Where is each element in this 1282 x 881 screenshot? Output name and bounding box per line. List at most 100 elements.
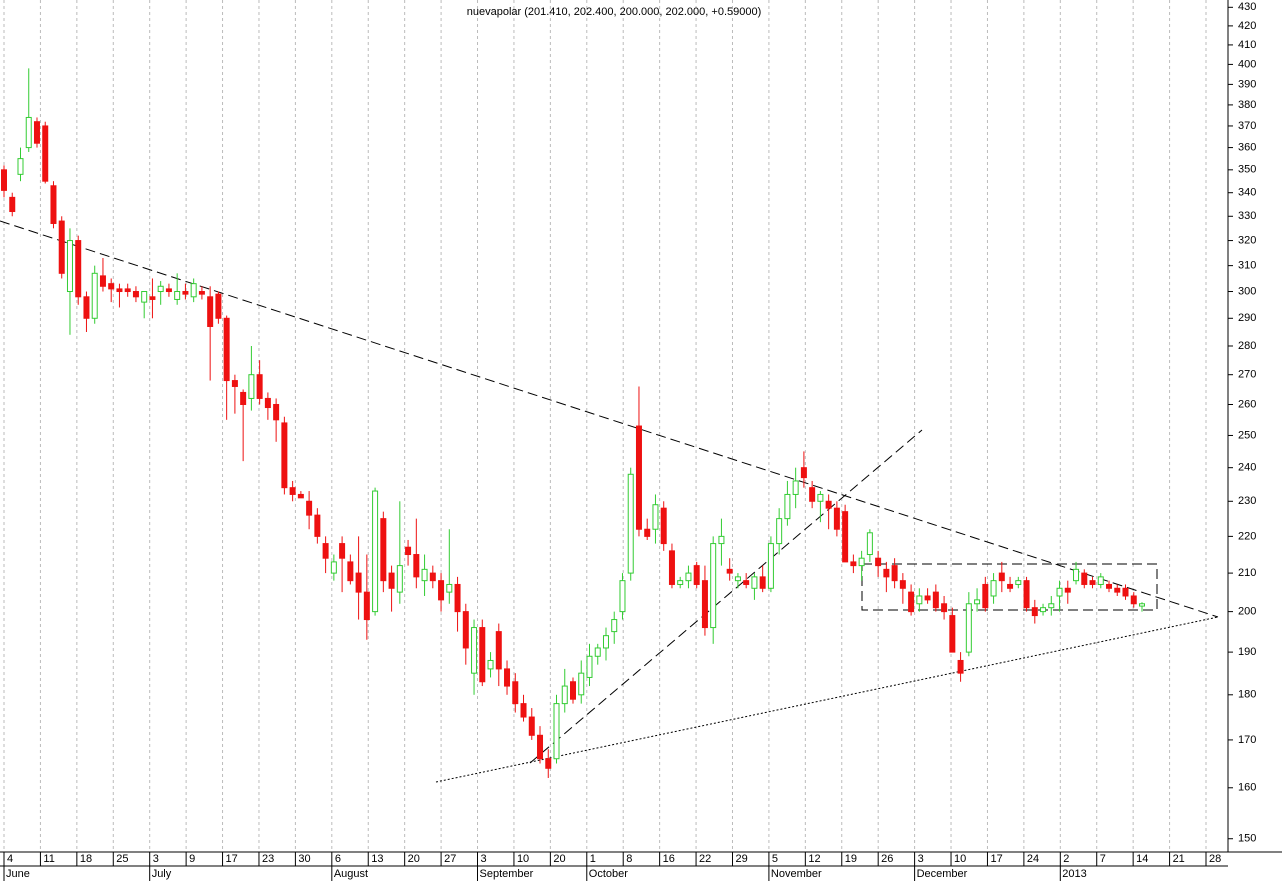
candle-body <box>668 550 675 585</box>
candle-body <box>281 422 288 489</box>
candle-body <box>998 572 1005 582</box>
candle-body <box>982 583 989 609</box>
x-tick-label: 7 <box>1100 853 1106 865</box>
candle-body <box>421 568 428 582</box>
candle-body <box>1040 607 1047 613</box>
y-tick-label: 380 <box>1238 99 1256 111</box>
candle-body <box>487 659 494 670</box>
x-tick-label: 27 <box>444 853 456 865</box>
candle-body <box>99 275 106 287</box>
x-tick-label: 19 <box>845 853 857 865</box>
chart-title: nuevapolar (201.410, 202.400, 200.000, 2… <box>467 6 762 18</box>
candle-body <box>25 116 32 149</box>
candle-body <box>297 493 304 499</box>
trend-line <box>0 220 1219 618</box>
month-label: June <box>6 868 30 880</box>
x-tick-label: 10 <box>517 853 529 865</box>
y-tick-label: 350 <box>1238 164 1256 176</box>
candle-body <box>1056 587 1063 597</box>
x-tick-label: 20 <box>553 853 565 865</box>
candle-body <box>652 504 659 530</box>
x-tick-label: 6 <box>335 853 341 865</box>
candle-body <box>108 283 115 290</box>
x-tick-label: 26 <box>881 853 893 865</box>
candle-body <box>1023 580 1030 609</box>
candle-body <box>957 659 964 674</box>
candle-body <box>891 565 898 582</box>
x-tick-label: 13 <box>371 853 383 865</box>
candle-body <box>256 374 263 399</box>
x-tick-label: 14 <box>1136 853 1148 865</box>
candle-body <box>949 615 956 653</box>
candle-body <box>314 514 321 537</box>
y-tick-label: 160 <box>1238 782 1256 794</box>
candle-body <box>306 500 313 516</box>
candle-body <box>50 185 57 224</box>
candle-body <box>149 296 156 300</box>
candle-body <box>454 583 461 613</box>
month-label: December <box>917 868 968 880</box>
candle-body <box>875 557 882 567</box>
y-tick-label: 250 <box>1238 429 1256 441</box>
candle-body <box>710 543 717 629</box>
x-tick-label: 8 <box>626 853 632 865</box>
y-tick-label: 150 <box>1238 833 1256 845</box>
y-tick-label: 390 <box>1238 78 1256 90</box>
candle-body <box>1139 603 1145 607</box>
trend-line <box>529 429 923 764</box>
candle-body <box>372 490 379 613</box>
candle-body <box>141 291 148 303</box>
candle-body <box>83 296 90 319</box>
candle-body <box>1015 580 1022 585</box>
candle-body <box>990 580 997 597</box>
candle-body <box>165 288 172 293</box>
x-tick-label: 11 <box>43 853 54 865</box>
y-tick-label: 180 <box>1238 689 1256 701</box>
candle-body <box>1064 587 1071 593</box>
candle-body <box>231 380 238 387</box>
candle-body <box>504 668 511 687</box>
candle-body <box>586 655 593 678</box>
candle-body <box>644 528 651 537</box>
candle-body <box>734 576 741 582</box>
candle-body <box>965 603 972 653</box>
month-label: 2013 <box>1062 868 1086 880</box>
x-tick-label: 3 <box>918 853 924 865</box>
x-tick-label: 17 <box>226 853 238 865</box>
y-tick-label: 290 <box>1238 312 1256 324</box>
y-tick-label: 240 <box>1238 462 1256 474</box>
candle-body <box>363 591 370 621</box>
grid <box>3 0 1207 852</box>
candle-body <box>635 425 642 530</box>
candle-body <box>347 561 354 582</box>
y-tick-label: 260 <box>1238 398 1256 410</box>
candle-body <box>446 583 453 593</box>
candle-body <box>264 397 271 409</box>
x-tick-label: 20 <box>408 853 420 865</box>
candle-body <box>842 511 849 563</box>
candle-body <box>273 403 280 421</box>
candle-body <box>215 293 222 319</box>
candle-body <box>33 121 40 144</box>
candle-body <box>91 272 98 319</box>
candle-body <box>512 681 519 705</box>
trend-line <box>435 616 1219 783</box>
candle-body <box>537 734 544 760</box>
x-tick-label: 24 <box>1027 853 1039 865</box>
candle-body <box>726 568 733 574</box>
candle-body <box>1048 603 1055 609</box>
candle-body <box>932 591 939 609</box>
candle-body <box>759 576 766 589</box>
candle-body <box>339 543 346 559</box>
candle-body <box>627 473 634 574</box>
candle-body <box>1114 587 1121 593</box>
x-tick-label: 16 <box>663 853 675 865</box>
x-tick-label: 18 <box>80 853 92 865</box>
candle-body <box>1007 583 1014 589</box>
trend-lines <box>0 220 1219 783</box>
candle-body <box>198 291 205 295</box>
candle-body <box>776 518 783 545</box>
candle-body <box>1097 576 1104 585</box>
candle-body <box>660 507 667 545</box>
candle-body <box>825 500 832 509</box>
